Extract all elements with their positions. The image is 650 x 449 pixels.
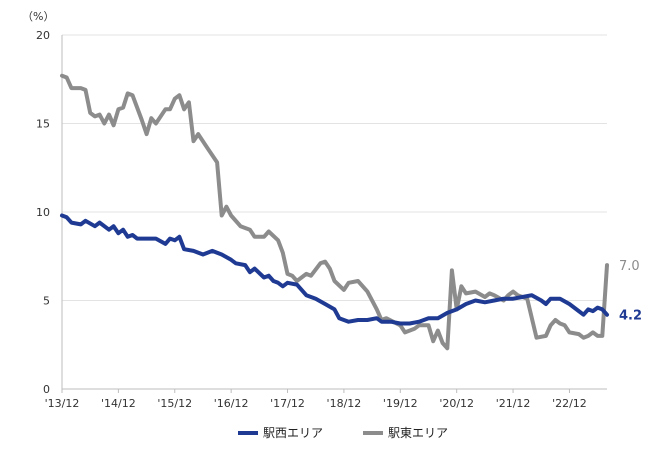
x-tick-label: '16/12 [214,397,249,410]
y-tick-label: 15 [36,118,50,131]
series-lines [60,73,609,351]
x-tick-label: '19/12 [383,397,418,410]
end-value-label: 4.2 [619,309,642,324]
end-value-label: 7.0 [619,259,640,274]
gridlines [62,34,607,301]
y-tick-label: 5 [43,295,50,308]
x-tick-label: '13/12 [45,397,80,410]
x-tick-label: '17/12 [270,397,305,410]
series-line-1 [60,73,609,351]
x-tick-label: '22/12 [552,397,587,410]
x-tick-label: '15/12 [157,397,192,410]
x-tick-label: '21/12 [496,397,531,410]
x-tick-label: '14/12 [101,397,136,410]
y-tick-label: 10 [36,206,50,219]
y-tick-label: 0 [43,383,50,396]
x-axis: '13/12 '14/12 '15/12 '16/12 '17/12 '18/12 '19/… [45,388,607,410]
x-tick-label: '20/12 [439,397,474,410]
x-tick-label: '18/12 [327,397,362,410]
end-labels: 4.2 7.0 [619,259,642,324]
legend-label: 駅東エリア [388,426,448,440]
series-line-0 [60,213,609,326]
legend: 駅西エリア 駅東エリア [238,426,448,440]
y-tick-label: 20 [36,29,50,42]
y-axis: 0 5 10 15 20 [36,29,63,396]
legend-label: 駅西エリア [263,426,323,440]
y-unit-label: （%） [22,10,54,23]
